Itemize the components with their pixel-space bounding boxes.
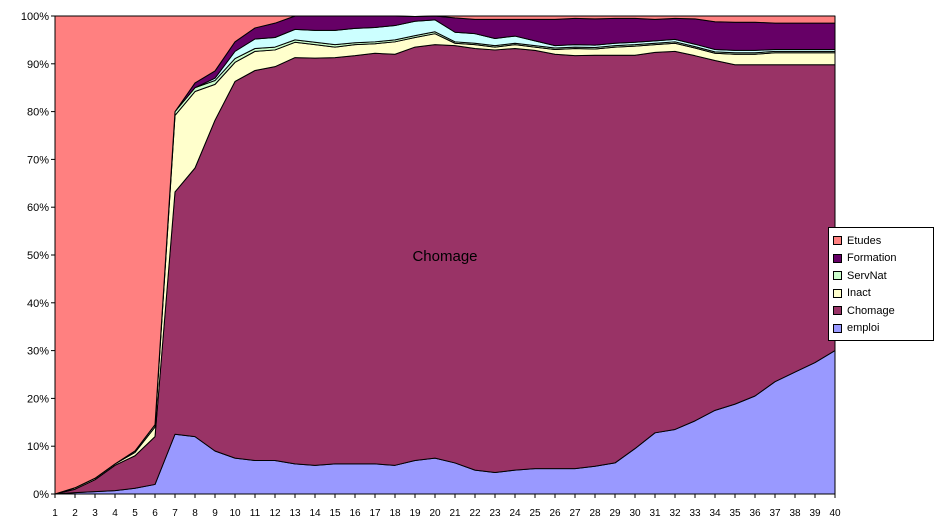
y-tick-label: 50%: [27, 250, 49, 262]
x-tick-label: 39: [809, 508, 821, 519]
legend-item-servnat: ServNat: [833, 267, 933, 285]
x-tick-label: 25: [529, 508, 541, 519]
x-tick-label: 9: [212, 508, 218, 519]
x-tick-label: 5: [132, 508, 138, 519]
y-tick-label: 40%: [27, 298, 49, 310]
x-tick-label: 19: [409, 508, 421, 519]
y-tick-label: 60%: [27, 202, 49, 214]
legend-swatch: [833, 323, 842, 333]
legend-label: Etudes: [847, 234, 882, 247]
legend-swatch: [833, 236, 842, 246]
legend: Etudes Formation ServNat Inact Chomage emploi: [828, 227, 934, 341]
y-tick-label: 100%: [21, 11, 49, 23]
legend-item-emploi: emploi: [833, 320, 933, 338]
x-tick-label: 6: [152, 508, 158, 519]
x-tick-label: 18: [389, 508, 401, 519]
legend-item-chomage: Chomage: [833, 302, 933, 320]
annotation-chomage: Chomage: [412, 248, 477, 265]
legend-swatch: [833, 253, 842, 263]
legend-label: emploi: [847, 322, 880, 335]
y-tick-label: 20%: [27, 393, 49, 405]
legend-label: ServNat: [847, 269, 887, 282]
y-tick-label: 10%: [27, 441, 49, 453]
x-tick-label: 24: [509, 508, 521, 519]
axes: [51, 15, 836, 498]
x-tick-label: 16: [349, 508, 361, 519]
x-tick-label: 34: [709, 508, 721, 519]
x-tick-label: 36: [749, 508, 761, 519]
area-layers: [54, 15, 836, 495]
x-tick-label: 27: [569, 508, 581, 519]
legend-label: Formation: [847, 252, 897, 265]
legend-swatch: [833, 271, 842, 281]
x-tick-label: 29: [609, 508, 621, 519]
x-tick-label: 28: [589, 508, 601, 519]
legend-item-etudes: Etudes: [833, 232, 933, 250]
x-tick-label: 32: [669, 508, 681, 519]
x-tick-label: 22: [469, 508, 481, 519]
x-tick-label: 12: [269, 508, 281, 519]
x-tick-label: 11: [250, 508, 261, 519]
legend-swatch: [833, 306, 842, 316]
x-tick-label: 23: [489, 508, 501, 519]
x-tick-labels: 1 2 3 4 5 6 7 8 9 10 11 12 13 14 15 16 17 18 19 20 21 22 23 24 2…: [52, 508, 841, 519]
y-tick-label: 0%: [33, 489, 49, 501]
x-tick-label: 38: [789, 508, 801, 519]
x-tick-label: 40: [829, 508, 841, 519]
x-tick-label: 17: [369, 508, 381, 519]
x-tick-label: 26: [549, 508, 561, 519]
x-tick-label: 7: [172, 508, 178, 519]
legend-item-formation: Formation: [833, 250, 933, 268]
legend-label: Chomage: [847, 304, 895, 317]
x-tick-label: 14: [309, 508, 321, 519]
legend-label: Inact: [847, 287, 871, 300]
x-tick-label: 33: [689, 508, 701, 519]
area-etudes: [54, 15, 836, 495]
y-tick-label: 30%: [27, 346, 49, 358]
x-tick-label: 35: [729, 508, 741, 519]
x-tick-label: 31: [649, 508, 661, 519]
x-tick-label: 1: [52, 508, 58, 519]
legend-swatch: [833, 288, 842, 298]
x-tick-label: 21: [449, 508, 461, 519]
y-tick-labels: 0% 10% 20% 30% 40% 50% 60% 70% 80% 90% 100%: [21, 11, 49, 501]
y-tick-label: 90%: [27, 59, 49, 71]
x-tick-label: 20: [429, 508, 441, 519]
x-tick-label: 13: [289, 508, 301, 519]
y-tick-label: 70%: [27, 154, 49, 166]
legend-item-inact: Inact: [833, 285, 933, 303]
y-tick-label: 80%: [27, 107, 49, 119]
x-tick-label: 37: [769, 508, 781, 519]
x-tick-label: 4: [112, 508, 118, 519]
x-tick-label: 30: [629, 508, 641, 519]
x-tick-label: 8: [192, 508, 198, 519]
x-tick-label: 2: [72, 508, 78, 519]
x-tick-label: 15: [329, 508, 341, 519]
x-tick-label: 3: [92, 508, 98, 519]
x-tick-label: 10: [229, 508, 241, 519]
